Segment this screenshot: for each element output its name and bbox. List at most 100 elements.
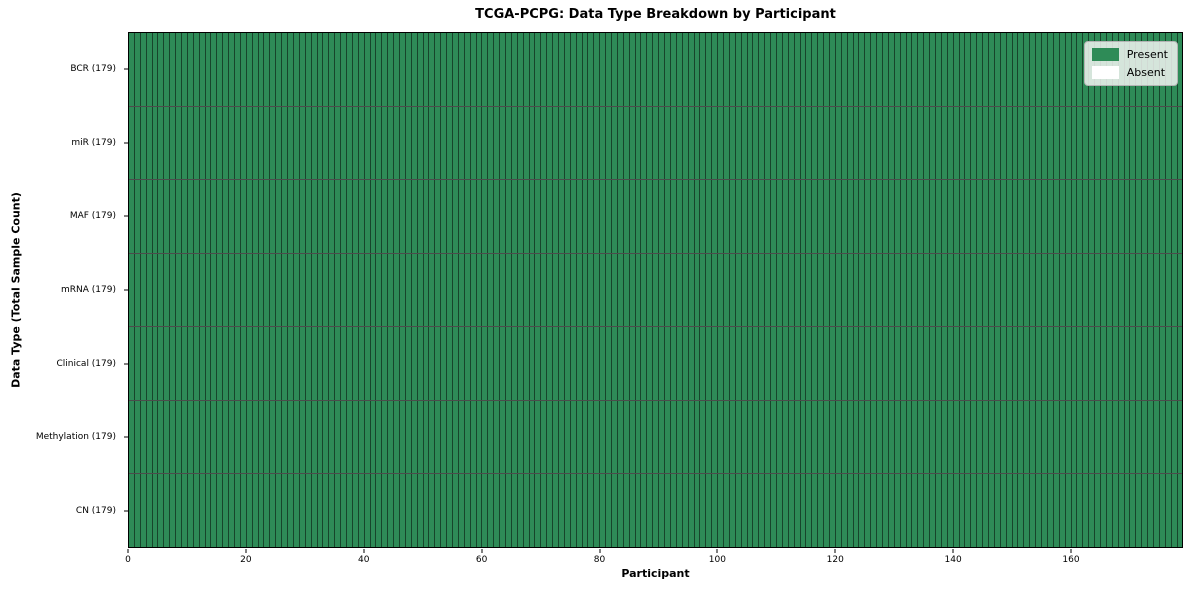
heatmap-cell <box>983 400 990 474</box>
heatmap-cell <box>293 327 300 400</box>
heatmap-cell <box>1042 33 1048 106</box>
heatmap-cell <box>329 180 336 253</box>
heatmap-cell <box>235 400 241 474</box>
heatmap-cell <box>1165 180 1172 253</box>
heatmap-cell <box>1047 33 1054 106</box>
heatmap-cell <box>1042 180 1048 253</box>
heatmap-cell <box>582 106 589 180</box>
heatmap-cell <box>712 400 719 474</box>
heatmap-cell <box>629 474 636 548</box>
heatmap-cell <box>794 474 801 548</box>
heatmap-cell <box>270 474 277 548</box>
heatmap-cell <box>470 33 477 106</box>
heatmap-cell <box>847 474 854 548</box>
heatmap-cell <box>223 33 230 106</box>
heatmap-cell <box>335 180 342 253</box>
heatmap-cell <box>800 327 807 400</box>
heatmap-cell <box>894 180 901 253</box>
heatmap-cell <box>588 180 595 253</box>
heatmap-cell <box>553 327 560 400</box>
heatmap-cell <box>735 106 742 180</box>
heatmap-cell <box>246 253 253 327</box>
heatmap-cell <box>741 253 748 327</box>
heatmap-cell <box>482 474 489 548</box>
heatmap-cell <box>1100 253 1107 327</box>
heatmap-cell <box>788 400 795 474</box>
heatmap-cell <box>1148 474 1154 548</box>
heatmap-cell <box>1071 253 1078 327</box>
heatmap-cell <box>665 253 671 327</box>
heatmap-cell <box>305 253 312 327</box>
heatmap-cell <box>735 474 742 548</box>
heatmap-cell <box>1006 327 1013 400</box>
x-tick-label-140: 140 <box>944 555 962 565</box>
heatmap-cell <box>329 474 336 548</box>
heatmap-cell <box>983 180 990 253</box>
heatmap-cell <box>871 33 878 106</box>
heatmap-cell <box>458 106 465 180</box>
heatmap-cell <box>335 474 342 548</box>
heatmap-cell <box>211 33 218 106</box>
heatmap-cell <box>735 327 742 400</box>
heatmap-cell <box>164 327 171 400</box>
heatmap-cell <box>1065 474 1072 548</box>
heatmap-cell <box>299 474 306 548</box>
heatmap-cell <box>900 33 907 106</box>
heatmap-cell <box>199 327 206 400</box>
heatmap-cell <box>311 180 318 253</box>
heatmap-cell <box>376 474 383 548</box>
heatmap-cell <box>129 33 135 106</box>
heatmap-cell <box>417 33 424 106</box>
heatmap-cell <box>841 400 848 474</box>
heatmap-cell <box>488 33 495 106</box>
heatmap-cell <box>352 400 359 474</box>
heatmap-cell <box>364 400 371 474</box>
heatmap-cell <box>712 33 719 106</box>
heatmap-cell <box>1112 180 1119 253</box>
heatmap-cell <box>564 253 571 327</box>
heatmap-cell <box>152 33 159 106</box>
heatmap-cell <box>405 106 412 180</box>
heatmap-cell <box>723 474 730 548</box>
heatmap-cell <box>541 33 548 106</box>
heatmap-cell <box>559 474 565 548</box>
heatmap-cell <box>382 33 389 106</box>
heatmap-cell <box>959 253 966 327</box>
heatmap-cell <box>541 327 548 400</box>
heatmap-cell <box>647 180 654 253</box>
heatmap-cell <box>1047 253 1054 327</box>
heatmap-cell <box>305 327 312 400</box>
heatmap-cell <box>270 253 277 327</box>
heatmap-cell <box>1171 106 1178 180</box>
heatmap-cell <box>871 106 878 180</box>
heatmap-cell <box>676 327 683 400</box>
heatmap-cell <box>977 253 984 327</box>
heatmap-cell <box>706 400 713 474</box>
heatmap-cell <box>759 253 766 327</box>
heatmap-cell <box>182 33 188 106</box>
heatmap-cell <box>888 253 895 327</box>
heatmap-cell <box>906 327 913 400</box>
heatmap-cell <box>193 474 200 548</box>
heatmap-cell <box>323 400 330 474</box>
heatmap-cell <box>394 327 400 400</box>
heatmap-cell <box>688 400 695 474</box>
heatmap-cell <box>753 33 760 106</box>
heatmap-cell <box>176 400 183 474</box>
heatmap-cell <box>623 33 630 106</box>
heatmap-cell <box>853 33 860 106</box>
heatmap-cell <box>276 253 283 327</box>
heatmap-cell <box>859 474 866 548</box>
heatmap-cell <box>676 33 683 106</box>
heatmap-cell <box>399 106 406 180</box>
heatmap-cell <box>1059 180 1066 253</box>
heatmap-cell <box>447 33 453 106</box>
heatmap-cell <box>270 33 277 106</box>
legend-label-present: Present <box>1126 48 1168 61</box>
heatmap-cell <box>452 400 459 474</box>
heatmap-cell <box>199 180 206 253</box>
heatmap-cell <box>129 327 135 400</box>
heatmap-cell <box>193 400 200 474</box>
heatmap-cell <box>240 33 247 106</box>
heatmap-cell <box>800 33 807 106</box>
